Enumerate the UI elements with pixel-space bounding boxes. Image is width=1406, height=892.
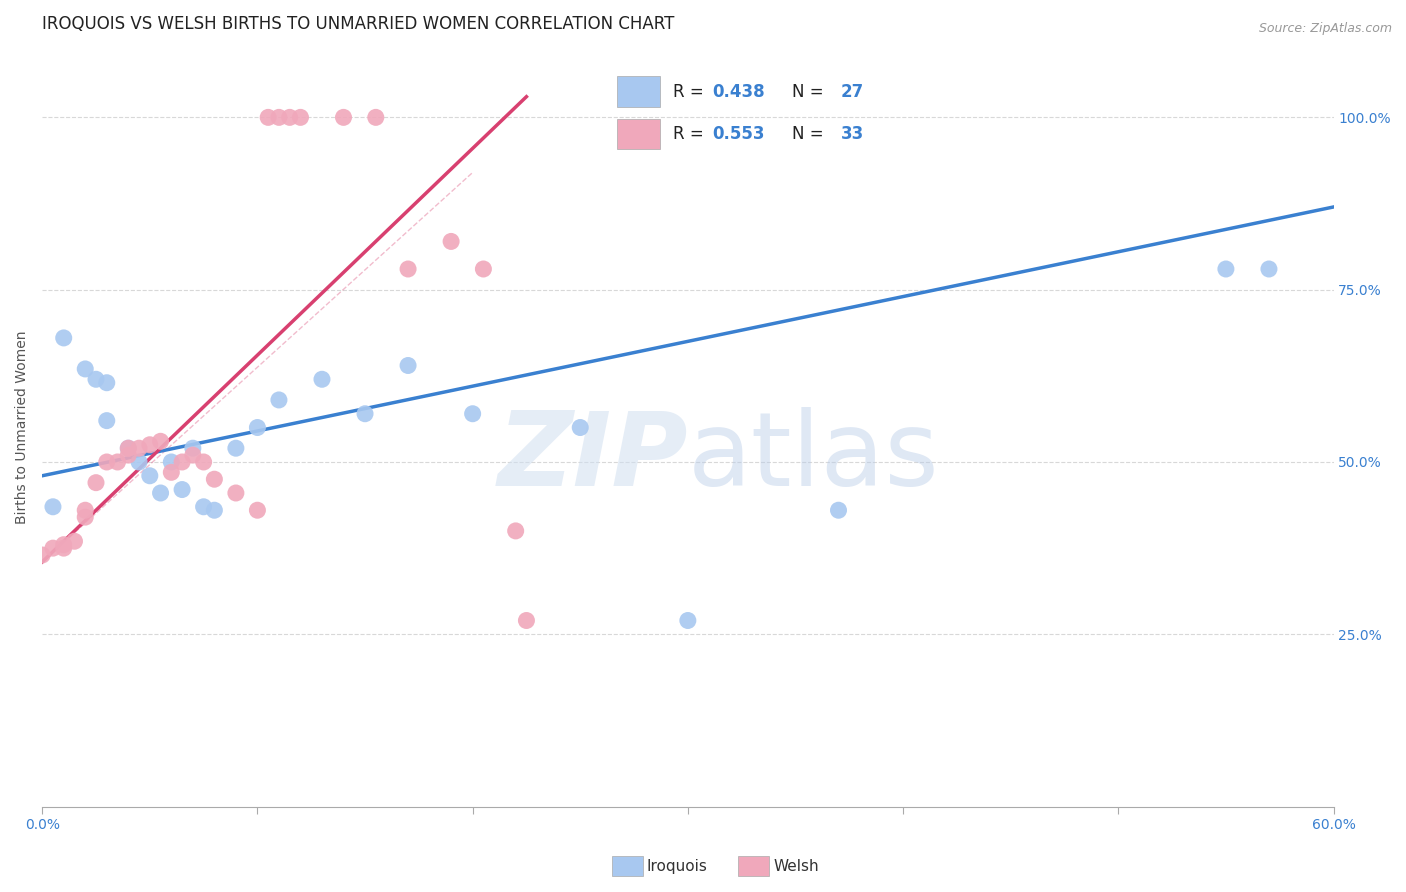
Point <box>1215 262 1237 277</box>
Text: Welsh: Welsh <box>773 859 818 873</box>
Point <box>75 362 97 376</box>
Point <box>396 359 419 373</box>
Point <box>202 472 225 486</box>
Point <box>290 111 312 125</box>
Point <box>139 438 162 452</box>
Point <box>172 455 194 469</box>
Point <box>505 524 527 538</box>
Point <box>117 441 139 455</box>
Point <box>193 455 215 469</box>
Point <box>827 503 849 517</box>
Point <box>96 455 118 469</box>
Point <box>461 407 484 421</box>
Point <box>267 392 290 407</box>
Y-axis label: Births to Unmarried Women: Births to Unmarried Women <box>15 331 30 524</box>
Point <box>676 614 699 628</box>
Point <box>84 475 107 490</box>
Point <box>440 235 463 249</box>
Text: Iroquois: Iroquois <box>647 859 707 873</box>
Point <box>149 486 172 500</box>
Point <box>569 420 592 434</box>
Point <box>117 448 139 462</box>
Point <box>31 548 53 562</box>
Point <box>42 541 65 556</box>
Point <box>139 468 162 483</box>
Point <box>364 111 387 125</box>
Point <box>267 111 290 125</box>
Point <box>42 500 65 514</box>
Point <box>332 111 354 125</box>
Point <box>472 262 495 277</box>
Point <box>160 455 183 469</box>
Point <box>225 486 247 500</box>
Point <box>107 455 129 469</box>
Text: Source: ZipAtlas.com: Source: ZipAtlas.com <box>1258 22 1392 36</box>
Text: IROQUOIS VS WELSH BIRTHS TO UNMARRIED WOMEN CORRELATION CHART: IROQUOIS VS WELSH BIRTHS TO UNMARRIED WO… <box>42 15 675 33</box>
Point <box>202 503 225 517</box>
Point <box>84 372 107 386</box>
Point <box>181 448 204 462</box>
Point <box>1258 262 1281 277</box>
Point <box>172 483 194 497</box>
Point <box>75 503 97 517</box>
Point <box>181 441 204 455</box>
Point <box>75 510 97 524</box>
Point <box>246 503 269 517</box>
Point <box>354 407 377 421</box>
Text: atlas: atlas <box>688 408 939 508</box>
Point <box>52 541 75 556</box>
Point <box>515 614 537 628</box>
Point <box>96 376 118 390</box>
Point <box>160 466 183 480</box>
Point <box>193 500 215 514</box>
Point <box>96 414 118 428</box>
Point <box>149 434 172 449</box>
Point <box>63 534 86 549</box>
Point <box>128 455 150 469</box>
Point <box>117 441 139 455</box>
Text: ZIP: ZIP <box>498 408 688 508</box>
Point <box>52 538 75 552</box>
Point <box>257 111 280 125</box>
Point <box>128 441 150 455</box>
Point <box>311 372 333 386</box>
Point <box>396 262 419 277</box>
Point <box>225 441 247 455</box>
Point <box>246 420 269 434</box>
Point <box>278 111 301 125</box>
Point <box>52 331 75 345</box>
